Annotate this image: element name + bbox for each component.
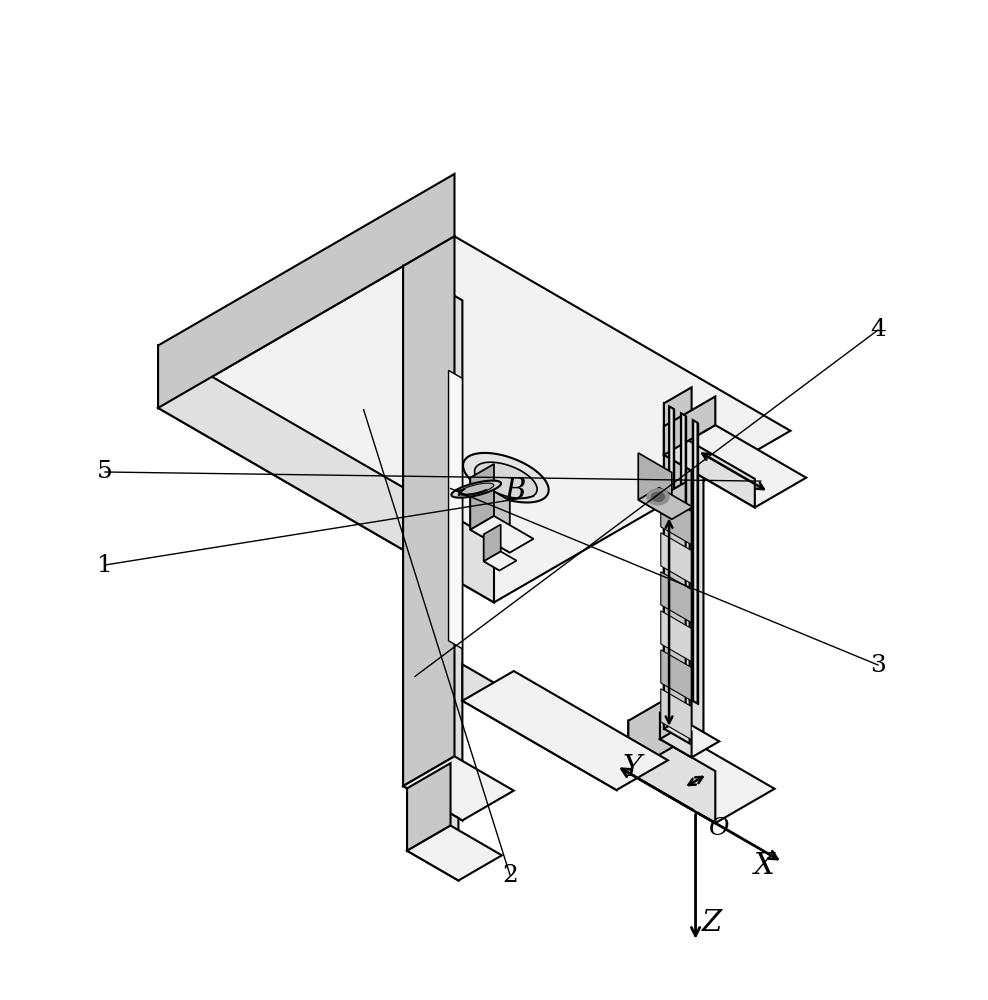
Text: 4: 4 — [870, 318, 886, 342]
Polygon shape — [669, 406, 674, 690]
Polygon shape — [403, 266, 462, 820]
Polygon shape — [664, 426, 755, 507]
Polygon shape — [664, 425, 806, 507]
Polygon shape — [628, 721, 715, 823]
Polygon shape — [462, 664, 617, 790]
Polygon shape — [458, 483, 494, 495]
Polygon shape — [660, 713, 692, 757]
Polygon shape — [660, 723, 719, 757]
Text: B: B — [504, 477, 526, 505]
Text: Z: Z — [701, 909, 722, 937]
Polygon shape — [463, 453, 548, 502]
Polygon shape — [462, 671, 668, 790]
Polygon shape — [628, 738, 775, 823]
Polygon shape — [407, 763, 451, 851]
Text: 1: 1 — [97, 554, 113, 576]
Polygon shape — [158, 174, 454, 408]
Polygon shape — [484, 534, 500, 570]
Polygon shape — [664, 777, 731, 816]
Polygon shape — [638, 453, 672, 519]
Polygon shape — [407, 788, 458, 880]
Polygon shape — [158, 236, 790, 602]
Polygon shape — [403, 236, 454, 786]
Ellipse shape — [647, 489, 669, 505]
Polygon shape — [158, 346, 494, 602]
Text: 3: 3 — [870, 654, 886, 676]
Polygon shape — [403, 756, 514, 820]
Text: 2: 2 — [502, 863, 518, 886]
Polygon shape — [470, 478, 510, 553]
Polygon shape — [664, 495, 690, 744]
Polygon shape — [474, 462, 537, 498]
Polygon shape — [449, 370, 462, 649]
Text: O: O — [707, 817, 728, 840]
Polygon shape — [661, 650, 692, 701]
Polygon shape — [452, 481, 501, 498]
Polygon shape — [661, 689, 692, 740]
Polygon shape — [664, 482, 686, 729]
Ellipse shape — [651, 492, 665, 501]
Polygon shape — [693, 420, 698, 704]
Polygon shape — [628, 686, 688, 773]
Polygon shape — [484, 551, 517, 570]
Polygon shape — [681, 413, 686, 697]
Polygon shape — [664, 387, 692, 793]
Polygon shape — [470, 464, 494, 530]
Polygon shape — [661, 611, 692, 662]
Polygon shape — [638, 488, 693, 519]
Text: 5: 5 — [97, 460, 113, 484]
Polygon shape — [664, 396, 715, 455]
Polygon shape — [661, 572, 692, 623]
Polygon shape — [660, 697, 688, 739]
Polygon shape — [470, 516, 534, 553]
Polygon shape — [407, 826, 502, 880]
Polygon shape — [664, 403, 703, 816]
Text: X: X — [754, 852, 775, 880]
Polygon shape — [661, 494, 692, 545]
Polygon shape — [484, 524, 501, 561]
Polygon shape — [661, 533, 692, 584]
Text: Y: Y — [622, 754, 642, 782]
